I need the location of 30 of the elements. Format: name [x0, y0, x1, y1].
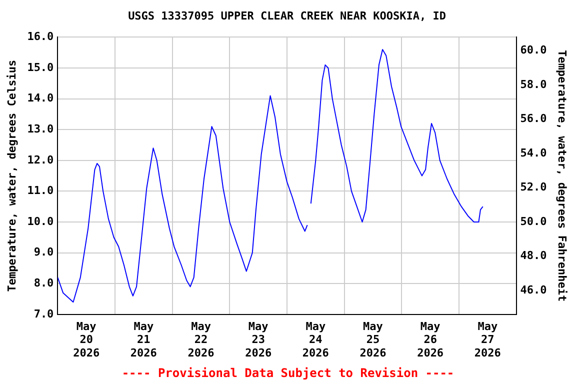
- y-tick-label: 16.0: [27, 30, 54, 44]
- x-tick-label: May 25 2026: [360, 320, 387, 360]
- x-tick-label: May 21 2026: [130, 320, 158, 360]
- y-tick-label: 13.0: [27, 122, 54, 136]
- x-tick-label: May 24 2026: [302, 320, 330, 360]
- y2-tick-label: 60.0: [520, 44, 547, 57]
- y2-tick-label: 46.0: [520, 283, 547, 296]
- x-tick-label: May 20 2026: [73, 320, 100, 360]
- x-tick-label: May 23 2026: [245, 320, 272, 360]
- y2-axis-title: Temperature, water, degrees Fahrenheit: [556, 50, 569, 302]
- y-tick-label: 15.0: [27, 60, 54, 74]
- text: ---- Provisional Data Subject to Revision ----: [120, 366, 456, 380]
- x-tick-label: May 26 2026: [417, 320, 444, 360]
- y-tick-label: 11.0: [27, 184, 54, 198]
- y-tick-label: 10.0: [27, 214, 54, 228]
- y2-tick-label: 56.0: [520, 112, 547, 126]
- y-tick-label: 7.0: [34, 307, 54, 320]
- x-tick-label: May 22 2026: [188, 320, 215, 360]
- y-axis-title: Temperature, water, degrees Celsius: [5, 60, 18, 292]
- y-tick-label: 12.0: [27, 153, 54, 166]
- x-tick-label: May 27 2026: [474, 320, 502, 360]
- y-tick-label: 9.0: [34, 246, 54, 259]
- chart-title: USGS 13337095 UPPER CLEAR CREEK NEAR KOOSKIA, ID: [128, 9, 446, 22]
- y2-tick-label: 58.0: [520, 78, 547, 91]
- y2-tick-label: 54.0: [520, 146, 547, 160]
- y2-tick-label: 48.0: [520, 249, 547, 262]
- y-tick-label: 8.0: [34, 276, 54, 290]
- y2-tick-label: 50.0: [520, 214, 547, 228]
- y-tick-label: 14.0: [27, 92, 54, 105]
- y2-tick-label: 52.0: [520, 180, 547, 194]
